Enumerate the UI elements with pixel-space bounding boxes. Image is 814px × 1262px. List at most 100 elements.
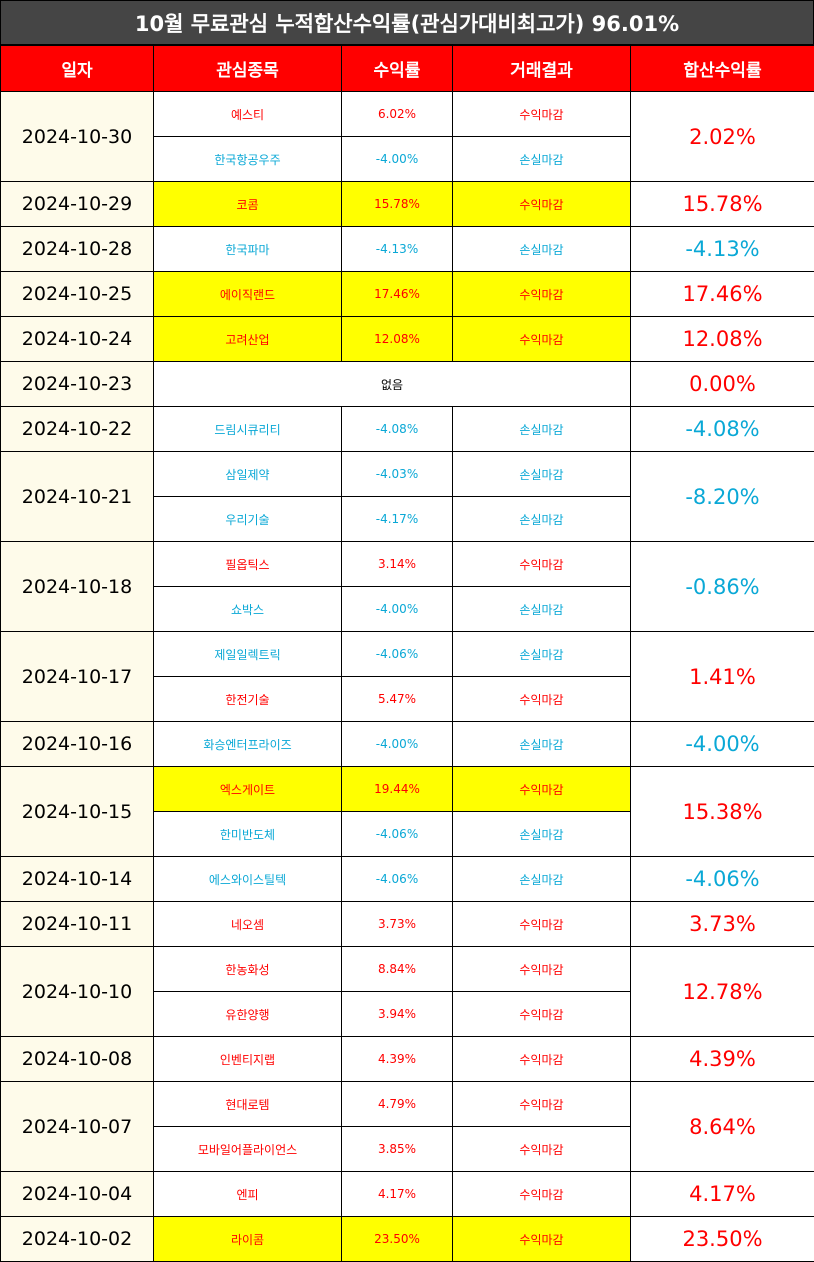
header-row: 일자 관심종목 수익률 거래결과 합산수익률 <box>1 46 814 92</box>
date-cell: 2024-10-28 <box>1 227 154 272</box>
return-cell: 23.50% <box>342 1217 453 1262</box>
stock-name-cell: 화승엔터프라이즈 <box>154 722 342 767</box>
return-cell: 3.14% <box>342 542 453 587</box>
total-return-cell: 3.73% <box>631 902 814 947</box>
stock-name-cell: 네오셈 <box>154 902 342 947</box>
trade-result-cell: 손실마감 <box>453 812 631 857</box>
trade-result-cell: 수익마감 <box>453 1082 631 1127</box>
trade-result-cell: 수익마감 <box>453 542 631 587</box>
trade-result-cell: 수익마감 <box>453 767 631 812</box>
return-cell: -4.08% <box>342 407 453 452</box>
total-return-cell: 4.39% <box>631 1037 814 1082</box>
stock-name-cell: 삼일제약 <box>154 452 342 497</box>
stock-name-cell: 한미반도체 <box>154 812 342 857</box>
stock-name-cell: 에스와이스틸텍 <box>154 857 342 902</box>
date-cell: 2024-10-02 <box>1 1217 154 1262</box>
stock-name-cell: 한국항공우주 <box>154 137 342 182</box>
return-cell: 8.84% <box>342 947 453 992</box>
header-return: 수익률 <box>342 46 453 92</box>
header-result: 거래결과 <box>453 46 631 92</box>
stock-name-cell: 고려산업 <box>154 317 342 362</box>
header-stock: 관심종목 <box>154 46 342 92</box>
date-cell: 2024-10-11 <box>1 902 154 947</box>
return-cell: 15.78% <box>342 182 453 227</box>
stock-name-cell: 드림시큐리티 <box>154 407 342 452</box>
trade-result-cell: 수익마감 <box>453 92 631 137</box>
trade-result-cell: 손실마감 <box>453 587 631 632</box>
stock-name-cell: 한국파마 <box>154 227 342 272</box>
return-cell: 4.79% <box>342 1082 453 1127</box>
total-return-cell: 23.50% <box>631 1217 814 1262</box>
return-cell: -4.03% <box>342 452 453 497</box>
date-cell: 2024-10-29 <box>1 182 154 227</box>
trade-result-cell: 수익마감 <box>453 1127 631 1172</box>
stock-name-cell: 우리기술 <box>154 497 342 542</box>
total-return-cell: 12.08% <box>631 317 814 362</box>
total-return-cell: -4.00% <box>631 722 814 767</box>
total-return-cell: 12.78% <box>631 947 814 1037</box>
date-cell: 2024-10-07 <box>1 1082 154 1172</box>
stock-name-cell: 필옵틱스 <box>154 542 342 587</box>
return-cell: -4.00% <box>342 137 453 182</box>
trade-result-cell: 수익마감 <box>453 1037 631 1082</box>
trade-result-cell: 수익마감 <box>453 677 631 722</box>
total-return-cell: 1.41% <box>631 632 814 722</box>
trade-result-cell: 손실마감 <box>453 137 631 182</box>
trade-result-cell: 수익마감 <box>453 317 631 362</box>
stock-name-cell: 유한양행 <box>154 992 342 1037</box>
return-cell: -4.00% <box>342 722 453 767</box>
date-cell: 2024-10-23 <box>1 362 154 407</box>
trade-result-cell: 손실마감 <box>453 497 631 542</box>
total-return-cell: -4.06% <box>631 857 814 902</box>
trade-result-cell: 수익마감 <box>453 182 631 227</box>
trade-result-cell: 손실마감 <box>453 632 631 677</box>
trade-result-cell: 수익마감 <box>453 1172 631 1217</box>
return-cell: 5.47% <box>342 677 453 722</box>
stock-name-cell: 현대로템 <box>154 1082 342 1127</box>
trade-result-cell: 손실마감 <box>453 452 631 497</box>
date-cell: 2024-10-08 <box>1 1037 154 1082</box>
total-return-cell: 15.38% <box>631 767 814 857</box>
trade-result-cell: 수익마감 <box>453 902 631 947</box>
stock-name-cell: 엑스게이트 <box>154 767 342 812</box>
trade-result-cell: 손실마감 <box>453 227 631 272</box>
return-cell: -4.17% <box>342 497 453 542</box>
trade-result-cell: 손실마감 <box>453 722 631 767</box>
trade-result-cell: 손실마감 <box>453 857 631 902</box>
total-return-cell: -4.08% <box>631 407 814 452</box>
return-cell: 3.73% <box>342 902 453 947</box>
total-return-cell: 17.46% <box>631 272 814 317</box>
stock-name-cell: 모바일어플라이언스 <box>154 1127 342 1172</box>
return-cell: 6.02% <box>342 92 453 137</box>
return-cell: 4.17% <box>342 1172 453 1217</box>
header-total: 합산수익률 <box>631 46 814 92</box>
stock-name-cell: 에이직랜드 <box>154 272 342 317</box>
return-cell: -4.00% <box>342 587 453 632</box>
date-cell: 2024-10-15 <box>1 767 154 857</box>
return-cell: 3.85% <box>342 1127 453 1172</box>
date-cell: 2024-10-18 <box>1 542 154 632</box>
date-cell: 2024-10-17 <box>1 632 154 722</box>
trade-result-cell: 수익마감 <box>453 992 631 1037</box>
return-cell: 17.46% <box>342 272 453 317</box>
date-cell: 2024-10-30 <box>1 92 154 182</box>
total-return-cell: 0.00% <box>631 362 814 407</box>
return-cell: -4.06% <box>342 857 453 902</box>
return-cell: 4.39% <box>342 1037 453 1082</box>
return-cell: -4.13% <box>342 227 453 272</box>
total-return-cell: 4.17% <box>631 1172 814 1217</box>
